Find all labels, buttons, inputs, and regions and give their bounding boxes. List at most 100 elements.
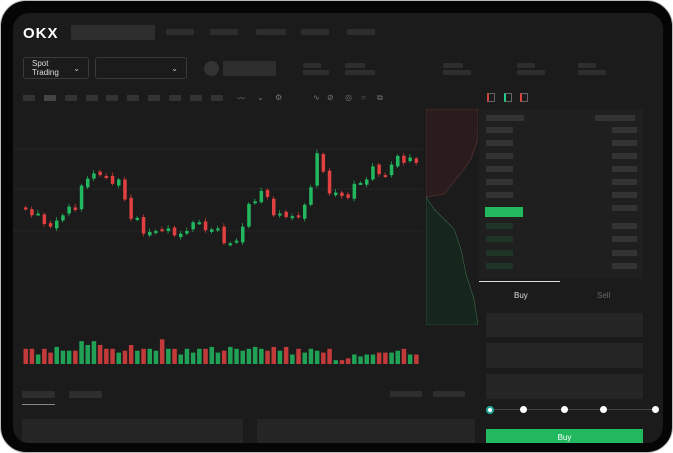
- volume-bar: [128, 345, 134, 364]
- volume-bar: [153, 350, 159, 364]
- orderbook-sell-icon[interactable]: [520, 93, 528, 102]
- orderbook-buy-icon[interactable]: [504, 93, 512, 102]
- candle: [309, 187, 313, 205]
- timeframe-button[interactable]: [23, 95, 35, 101]
- nav-item[interactable]: [301, 29, 329, 35]
- timeframe-button[interactable]: [127, 95, 139, 101]
- ask-price: [486, 166, 513, 172]
- volume-bar: [190, 352, 196, 364]
- candle: [296, 215, 301, 218]
- volume-bar: [246, 348, 252, 364]
- volume-bar: [197, 348, 202, 364]
- amount-input[interactable]: [486, 343, 643, 368]
- pen-icon[interactable]: ⊘: [327, 93, 334, 102]
- candle: [179, 233, 183, 238]
- volume-bar: [54, 346, 59, 364]
- filter-button[interactable]: [433, 391, 465, 397]
- volume-bar: [135, 350, 140, 364]
- stat-label: [303, 63, 321, 68]
- search-bar[interactable]: [71, 25, 155, 40]
- timeframe-button[interactable]: [148, 95, 160, 101]
- tab-open-orders[interactable]: [22, 391, 55, 398]
- volume-bar: [414, 354, 419, 364]
- volume-bar: [333, 360, 338, 364]
- candle: [24, 207, 28, 210]
- candle: [365, 179, 369, 185]
- candle: [234, 240, 239, 243]
- timeframe-button[interactable]: [106, 95, 118, 101]
- volume-bar: [122, 350, 128, 364]
- volume-bar: [79, 341, 84, 364]
- tab-sell[interactable]: Sell: [597, 291, 611, 300]
- candlestick-chart[interactable]: [13, 13, 483, 373]
- volume-bar: [277, 350, 283, 364]
- volume-bar: [401, 348, 407, 364]
- leverage-slider[interactable]: [490, 409, 658, 410]
- candle: [79, 185, 84, 210]
- slider-step-100[interactable]: [652, 406, 659, 413]
- timeframe-button[interactable]: [169, 95, 181, 101]
- bid-price: [486, 263, 513, 269]
- last-price-badge: [485, 207, 523, 217]
- orderbook-both-icon[interactable]: [487, 93, 495, 102]
- chevron-down-icon: ⌄: [73, 63, 80, 73]
- price-input[interactable]: [486, 313, 643, 337]
- slider-step-25[interactable]: [520, 406, 527, 413]
- buy-button[interactable]: Buy: [486, 429, 643, 443]
- candle: [117, 179, 121, 186]
- timeframe-button[interactable]: [44, 95, 56, 101]
- ask-amount: [612, 205, 637, 211]
- candle: [396, 155, 400, 167]
- volume-bar: [283, 346, 289, 364]
- volume-bar: [376, 352, 382, 364]
- fullscreen-icon[interactable]: ⧉: [377, 93, 383, 102]
- nav-item[interactable]: [256, 29, 286, 35]
- orderbook-header: [595, 115, 635, 121]
- volume-bar: [110, 348, 115, 364]
- filter-button[interactable]: [390, 391, 422, 397]
- ask-price: [486, 179, 513, 185]
- candle: [135, 217, 140, 220]
- candle: [259, 190, 264, 203]
- timeframe-button[interactable]: [86, 95, 98, 101]
- timeframe-button[interactable]: [190, 95, 202, 101]
- tab-buy[interactable]: Buy: [514, 291, 528, 300]
- timeframe-button[interactable]: [65, 95, 77, 101]
- candle: [166, 228, 171, 232]
- target-icon[interactable]: ◎: [345, 93, 352, 102]
- trade-tabs: Buy Sell: [479, 281, 643, 301]
- volume-bar: [215, 352, 221, 364]
- circle-icon[interactable]: ○: [361, 93, 366, 102]
- slider-step-75[interactable]: [600, 406, 607, 413]
- pair-select[interactable]: ⌄: [95, 57, 187, 79]
- volume-bar: [48, 352, 53, 364]
- candle: [340, 192, 344, 197]
- nav-item[interactable]: [347, 29, 375, 35]
- slider-step-0[interactable]: [486, 406, 494, 414]
- volume-bar: [345, 358, 351, 364]
- nav-item[interactable]: [210, 29, 238, 35]
- okx-logo[interactable]: OKX: [23, 25, 59, 42]
- timeframe-button[interactable]: [211, 95, 223, 101]
- candle: [321, 154, 326, 172]
- candle: [371, 166, 375, 180]
- ask-amount: [612, 192, 637, 198]
- volume-bar: [364, 354, 369, 364]
- slider-step-50[interactable]: [561, 406, 568, 413]
- candle: [55, 220, 59, 229]
- market-type-select[interactable]: Spot Trading ⌄: [23, 57, 89, 79]
- volume-bar: [358, 356, 363, 364]
- line-icon[interactable]: ∿: [313, 93, 320, 102]
- total-input[interactable]: [486, 374, 643, 399]
- volume-bar: [147, 348, 152, 364]
- stat-label: [345, 63, 365, 68]
- bottom-panel-right: [257, 419, 475, 443]
- candle: [154, 231, 158, 234]
- indicator-icon[interactable]: 〰: [237, 94, 245, 103]
- nav-item[interactable]: [166, 29, 194, 35]
- volume-bar: [370, 354, 376, 364]
- tab-history[interactable]: [69, 391, 102, 398]
- candle: [228, 243, 233, 246]
- draw-icon[interactable]: ⌄: [257, 93, 264, 102]
- settings-icon[interactable]: ⚙: [275, 93, 283, 102]
